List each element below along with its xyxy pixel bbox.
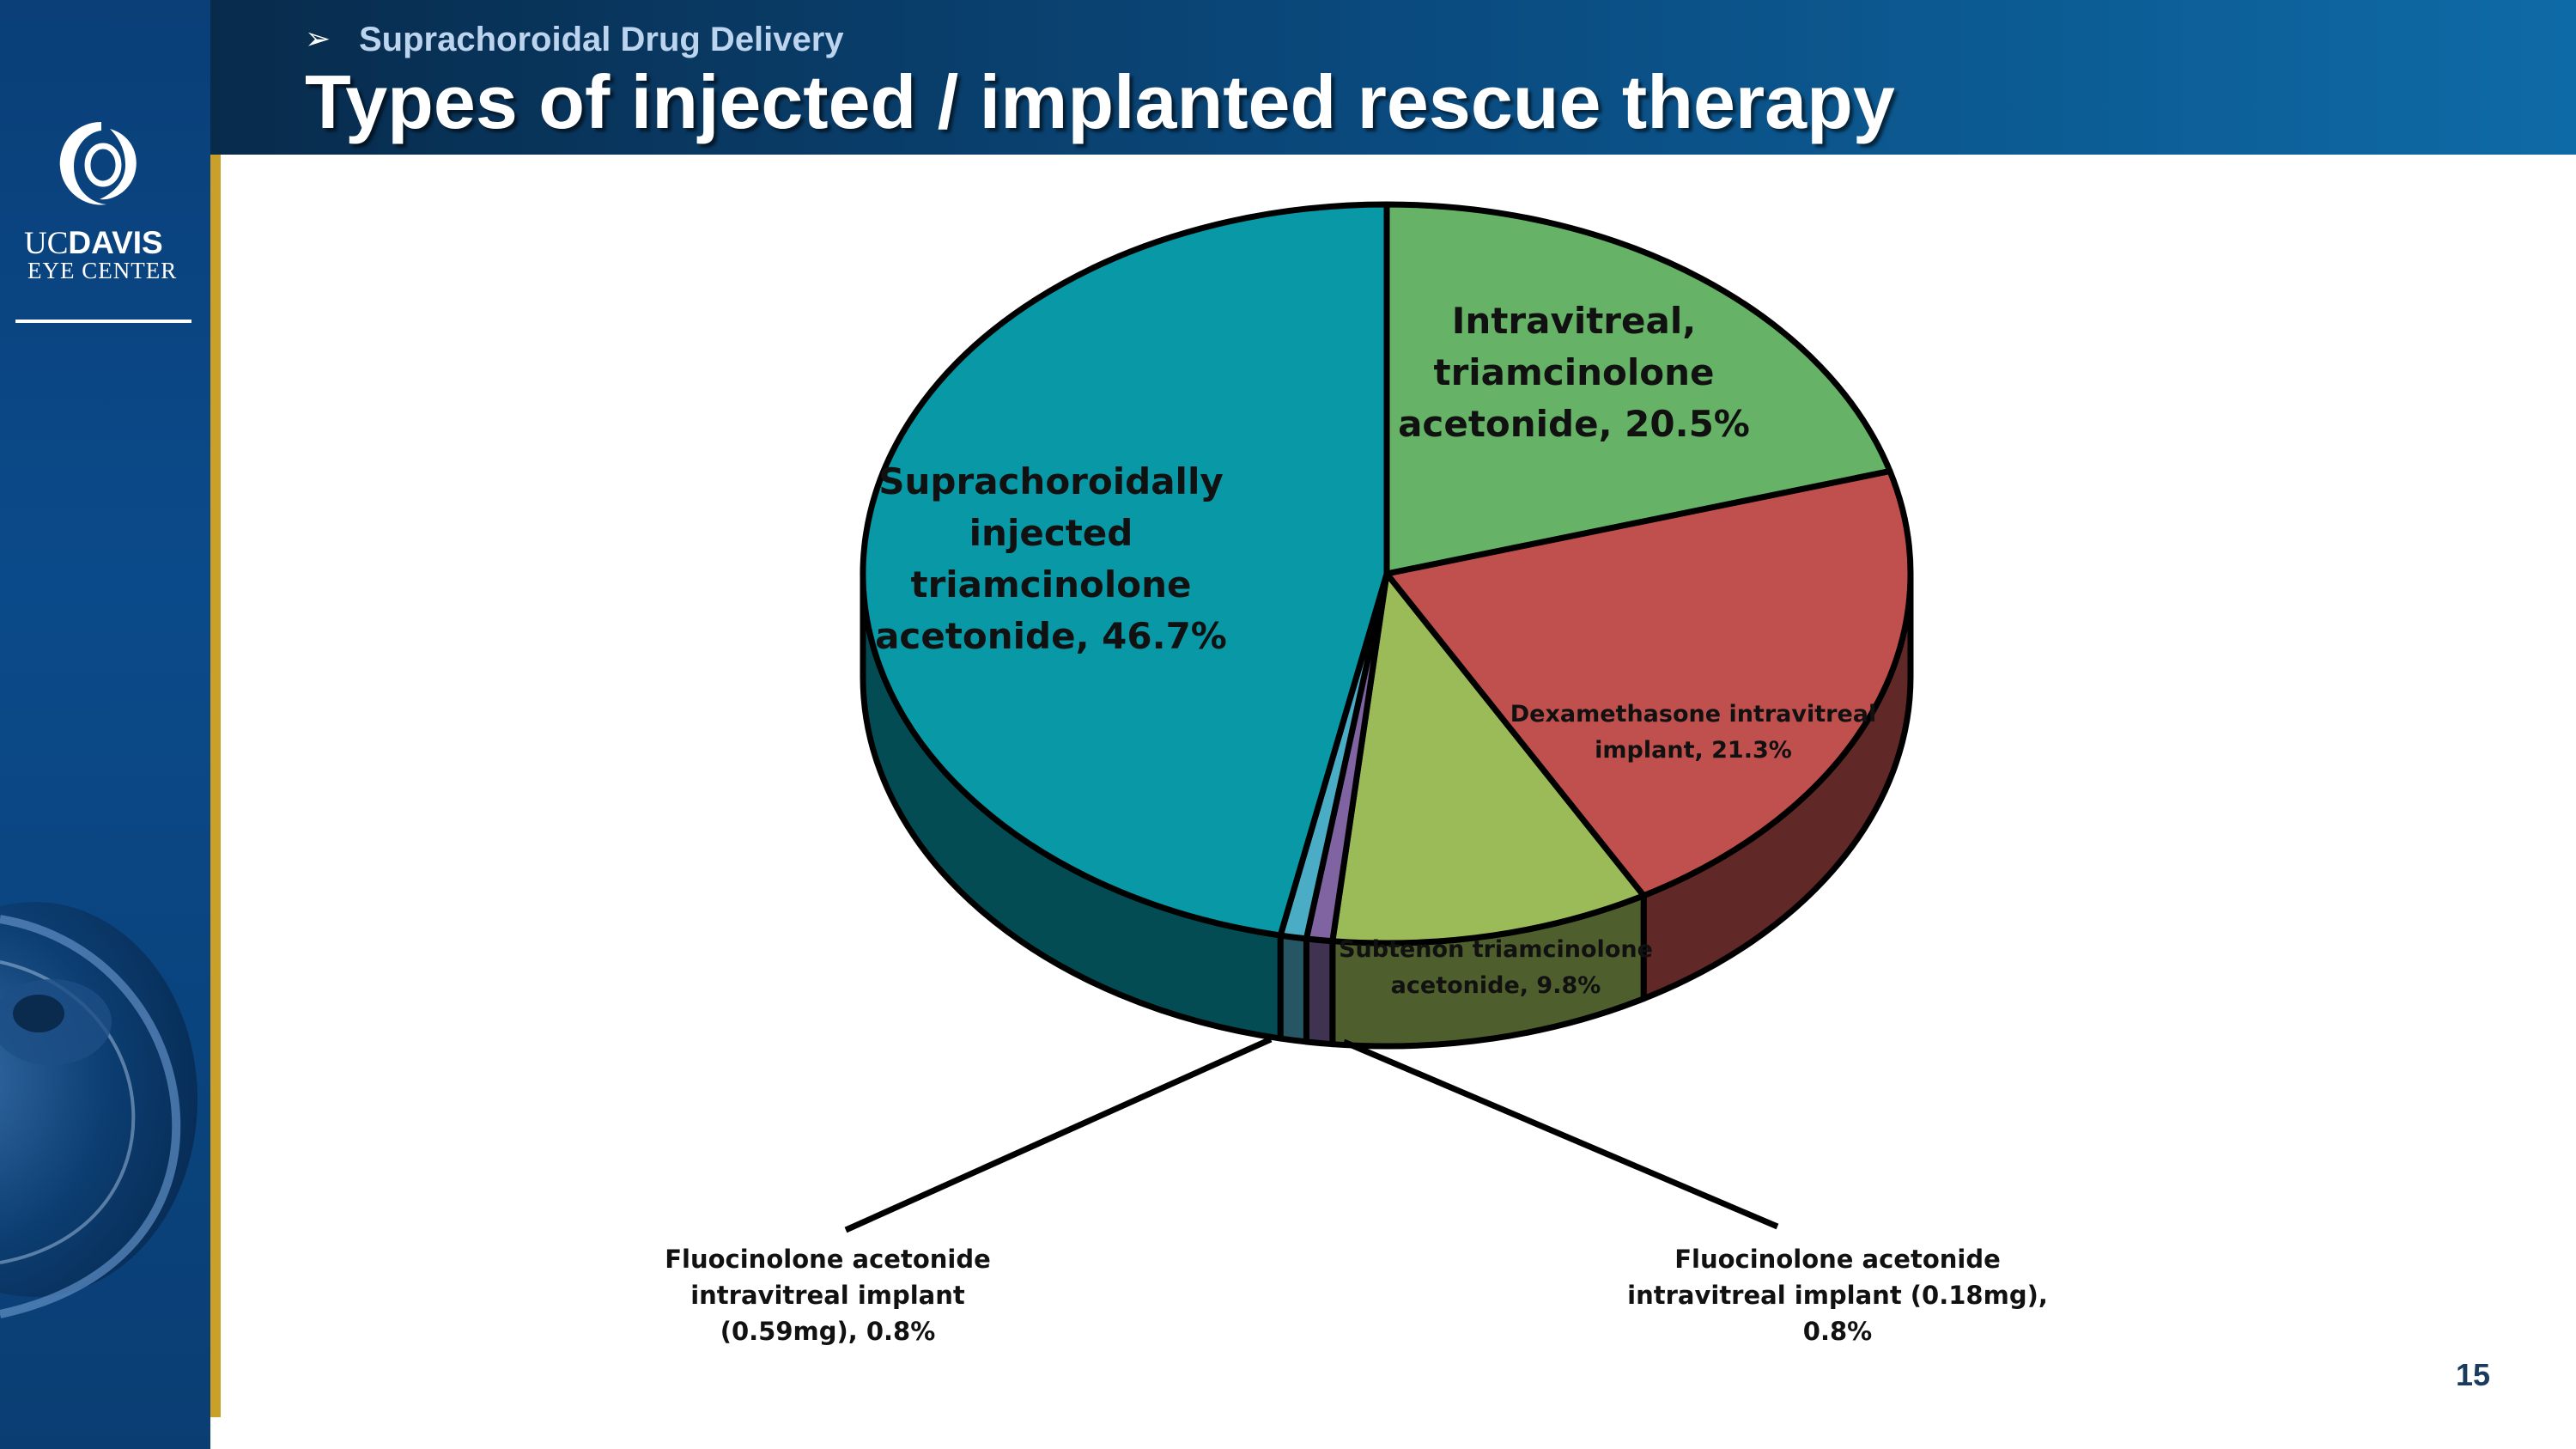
- slice-dexamethasone-intravitreal-implant: [1383, 468, 1914, 899]
- leader-line-1: [844, 1036, 1273, 1233]
- logo-wordmark: UCDAVIS: [24, 225, 163, 262]
- header-subtitle: Suprachoroidal Drug Delivery: [359, 21, 844, 59]
- label-dexamethasone-intravitreal-implant: Dexamethasone intravitreal implant, 21.3%: [1510, 701, 1877, 764]
- header-subtitle-text: Suprachoroidal Drug Delivery: [359, 21, 844, 58]
- label-intravitreal-triamcinolone-acetonide: Intravitreal, triamcinolone acetonide, 20.…: [1398, 300, 1750, 445]
- header-banner: [210, 0, 2576, 155]
- ucdavis-logo-icon: [59, 122, 137, 205]
- label-fluocinolone-acetonide-intravitreal-implant-0-18mg: Fluocinolone acetonide intravitreal impla…: [1627, 1245, 2048, 1346]
- logo-eye-center-text: EYE CENTER: [27, 258, 178, 283]
- slice-side-fluocinolone-acetonide-intravitreal-implant-0-18mg: [1303, 935, 1336, 1048]
- eye-illustration-icon: [0, 902, 197, 1318]
- pie-slices: [860, 201, 1914, 947]
- label-subtenon-triamcinolone-acetonide: Subtenon triamcinolone acetonide, 9.8%: [1339, 936, 1653, 999]
- pie-sides: [860, 570, 1914, 1050]
- label-fluocinolone-acetonide-intravitreal-implant-0-59mg: Fluocinolone acetonide intravitreal impla…: [665, 1245, 991, 1346]
- gold-accent-bar: [210, 155, 221, 1417]
- logo-uc-text: UC: [24, 226, 69, 261]
- logo-davis-text: DAVIS: [68, 225, 163, 260]
- logo-divider: [15, 320, 191, 323]
- slice-suprachoroidally-injected-triamcinolone-acetonide: [860, 201, 1390, 939]
- label-suprachoroidally-injected-triamcinolone-acetonide: Suprachoroidally injected triamcinolone ace…: [875, 460, 1227, 657]
- leader-line-2: [1342, 1038, 1779, 1230]
- leader-lines: [844, 1036, 1779, 1233]
- bullet-arrow-icon: ➢: [305, 21, 331, 56]
- slice-intravitreal-triamcinolone-acetonide: [1383, 201, 1893, 577]
- page-title: Types of injected / implanted rescue the…: [305, 59, 1895, 144]
- slice-side-fluocinolone-acetonide-intravitreal-implant-0-59mg: [1277, 932, 1309, 1045]
- slice-labels: Intravitreal, triamcinolone acetonide, 20.…: [665, 300, 2048, 1346]
- slice-subtenon-triamcinolone-acetonide: [1329, 570, 1647, 947]
- page-number: 15: [2456, 1357, 2491, 1392]
